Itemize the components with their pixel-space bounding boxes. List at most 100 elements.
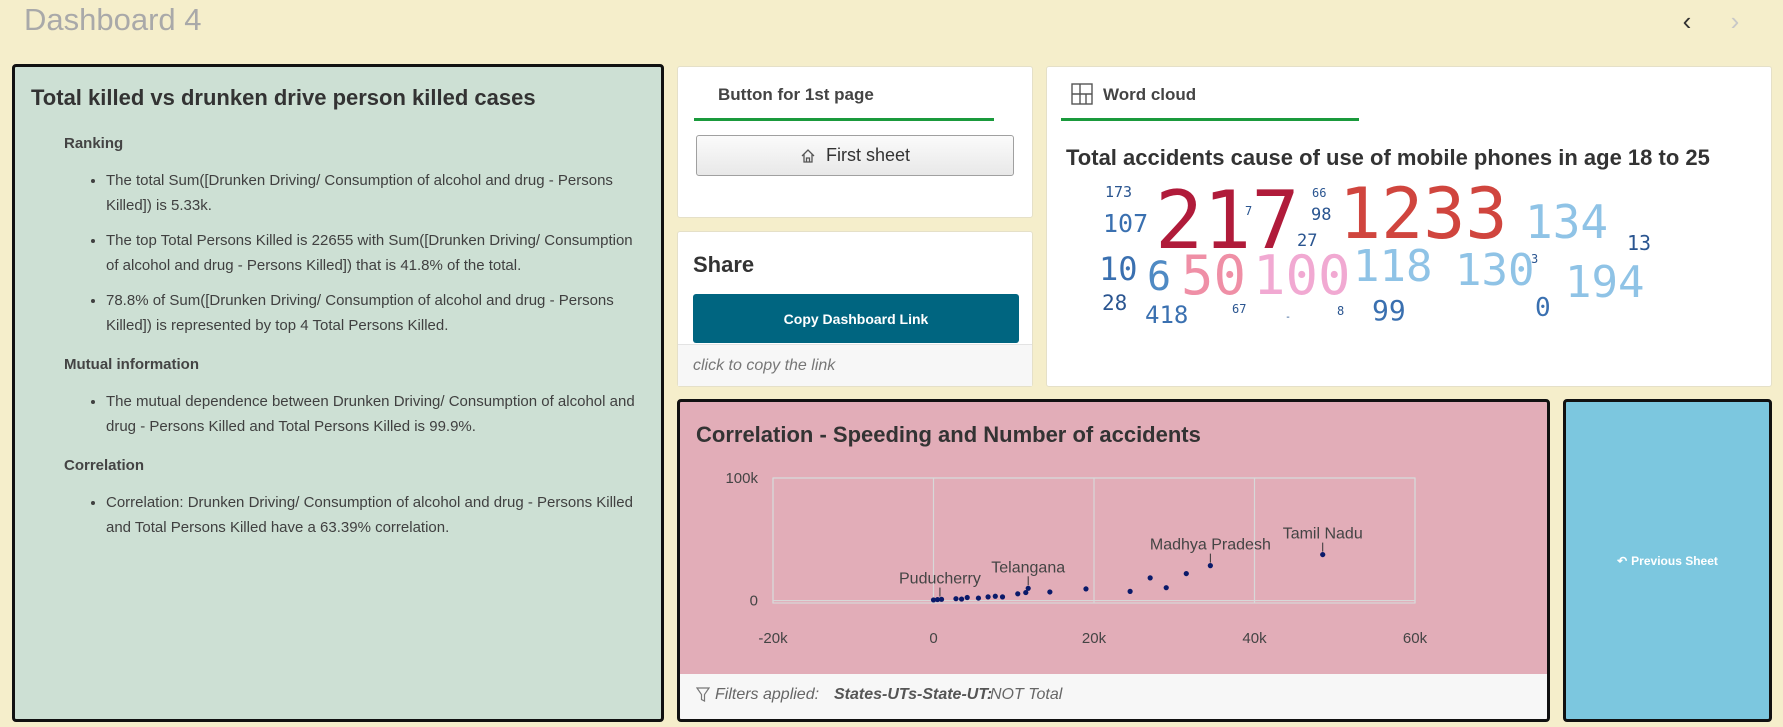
page-title: Dashboard 4 [24,2,202,37]
insights-panel: Total killed vs drunken drive person kil… [12,64,664,722]
word-cloud-tab: Word cloud [1061,83,1359,121]
word-cloud-word[interactable]: 134 [1525,195,1609,249]
word-cloud-word[interactable]: 217 [1155,174,1300,267]
previous-sheet-label: Previous Sheet [1631,553,1718,568]
scatter-point[interactable] [1025,585,1031,591]
x-tick-label: -20k [758,630,788,647]
scatter-chart[interactable]: -20k 0 20k 40k 60k 100k 0 Puducherry Telangana Ma… [680,462,1547,672]
word-cloud-word[interactable]: 7 [1245,204,1253,218]
home-icon [800,148,816,164]
point-annotation: Puducherry [899,571,981,588]
word-cloud-word[interactable]: 98 [1311,205,1332,225]
x-tick-label: 20k [1082,630,1107,647]
word-cloud-word[interactable]: 13 [1627,231,1652,255]
scatter-point[interactable] [1320,551,1326,558]
correlation-panel: Correlation - Speeding and Number of acc… [677,399,1550,722]
share-panel: Share Copy Dashboard Link click to copy … [677,231,1033,387]
filters-footer: Filters applied: States-UTs-State-UT: NO… [680,674,1547,719]
section-heading: Correlation [64,457,145,474]
chevron-right-icon[interactable]: › [1730,6,1740,36]
share-footer: click to copy the link [678,344,1032,386]
list-item: Correlation: Drunken Driving/ Consumptio… [106,490,645,540]
previous-sheet-panel: ↶ Previous Sheet [1563,399,1772,722]
scatter-point[interactable] [953,596,959,602]
filter-label: Filters applied: [715,686,820,703]
list-item: The mutual dependence between Drunken Dr… [106,389,645,439]
scatter-point[interactable] [999,594,1006,600]
insights-title: Total killed vs drunken drive person kil… [31,85,536,110]
share-title: Share [693,252,755,277]
word-cloud-word[interactable]: 418 [1145,301,1189,329]
share-hint: click to copy the link [693,357,836,374]
correlation-section: Correlation Correlation: Drunken Driving… [64,457,645,540]
scatter-point[interactable] [1183,570,1189,577]
word-cloud-tab-label: Word cloud [1103,85,1197,104]
scatter-point[interactable] [975,595,982,601]
word-cloud-word[interactable]: 3 [1531,252,1539,266]
word-cloud-word[interactable]: - [1285,312,1292,323]
return-arrow-icon: ↶ [1617,553,1628,568]
scatter-point[interactable] [1023,589,1029,596]
previous-sheet-button[interactable]: ↶ Previous Sheet [1617,554,1718,568]
mutual-information-section: Mutual information The mutual dependence… [64,356,645,439]
word-cloud-word[interactable]: 10 [1099,250,1138,288]
word-cloud-title: Total accidents cause of use of mobile p… [1066,145,1710,170]
scatter-point[interactable] [1147,575,1153,581]
word-cloud-word[interactable]: 8 [1337,304,1345,318]
word-cloud-word[interactable]: 107 [1103,209,1149,238]
scatter-point[interactable] [1015,591,1021,597]
scatter-point[interactable] [1127,588,1133,594]
copy-dashboard-link-button[interactable]: Copy Dashboard Link [693,294,1019,343]
scatter-point[interactable] [1047,589,1053,595]
ranking-section: Ranking The total Sum([Drunken Driving/ … [64,135,645,338]
button-panel-title: Button for 1st page [694,83,994,121]
list-item: The top Total Persons Killed is 22655 wi… [106,228,645,278]
first-sheet-button[interactable]: First sheet [696,135,1014,176]
word-cloud: 173 107 217 7 66 98 27 1233 134 13 10 6 50 100 118 130 3… [1047,177,1771,387]
list-item: 78.8% of Sum([Drunken Driving/ Consumpti… [106,288,645,338]
scatter-point[interactable] [1083,586,1089,592]
section-heading: Ranking [64,135,124,152]
scatter-point[interactable] [1207,563,1213,569]
word-cloud-panel: Word cloud Total accidents cause of use … [1046,66,1772,387]
x-tick-label: 60k [1403,630,1428,647]
correlation-title: Correlation - Speeding and Number of acc… [696,422,1201,447]
scatter-point[interactable] [930,597,937,603]
scatter-point[interactable] [992,593,998,599]
word-cloud-word[interactable]: 50 [1181,244,1247,307]
scatter-point[interactable] [958,596,965,602]
filter-value: NOT Total [990,686,1063,703]
word-cloud-word[interactable]: 173 [1105,183,1133,201]
word-cloud-word[interactable]: 1233 [1339,173,1508,255]
point-annotation: Madhya Pradesh [1150,537,1271,554]
word-cloud-word[interactable]: 6 [1147,254,1172,300]
word-cloud-word[interactable]: 118 [1353,241,1433,292]
word-cloud-word[interactable]: 130 [1455,245,1535,296]
filter-icon [695,687,711,708]
word-cloud-word[interactable]: 67 [1232,302,1247,316]
point-annotation: Telangana [991,559,1065,576]
word-cloud-word[interactable]: 0 [1535,293,1551,323]
word-cloud-word[interactable]: 100 [1253,244,1351,307]
section-heading: Mutual information [64,356,199,373]
word-cloud-word[interactable]: 66 [1312,186,1327,200]
chevron-left-icon[interactable]: ‹ [1682,6,1692,36]
scatter-point[interactable] [964,594,970,601]
point-annotation: Tamil Nadu [1283,526,1363,543]
first-sheet-button-label: First sheet [825,145,911,165]
scatter-point[interactable] [1163,585,1169,591]
word-cloud-word[interactable]: 194 [1565,257,1645,308]
scatter-point[interactable] [938,596,945,602]
first-page-button-panel: Button for 1st page First sheet [677,66,1033,218]
word-cloud-word[interactable]: 99 [1372,294,1406,327]
list-item: The total Sum([Drunken Driving/ Consumpt… [106,168,645,218]
word-cloud-word[interactable]: 28 [1102,291,1128,315]
word-cloud-word[interactable]: 27 [1297,231,1318,251]
scatter-point[interactable] [934,596,941,603]
y-tick-label: 0 [750,593,758,610]
x-tick-label: 0 [929,630,937,647]
x-tick-label: 40k [1242,630,1267,647]
scatter-point[interactable] [985,594,991,600]
y-tick-label: 100k [725,470,758,487]
grid-icon [1071,83,1093,105]
